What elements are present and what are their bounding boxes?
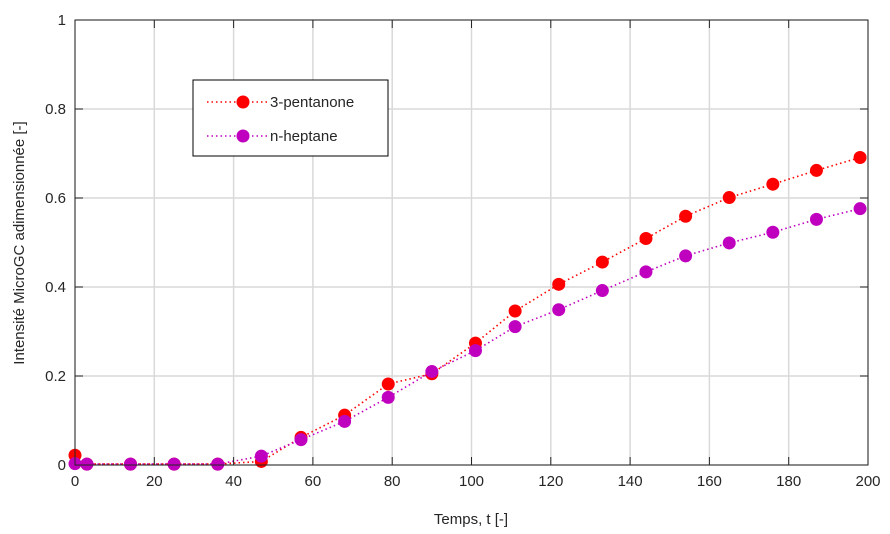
data-point-n-heptane <box>167 457 181 471</box>
data-point-3-pentanone <box>853 151 867 165</box>
data-point-n-heptane <box>468 344 482 358</box>
data-point-n-heptane <box>552 303 566 317</box>
data-point-3-pentanone <box>722 191 736 205</box>
data-point-n-heptane <box>809 212 823 226</box>
data-point-n-heptane <box>294 433 308 447</box>
axes <box>74 19 869 466</box>
data-point-3-pentanone <box>595 255 609 269</box>
series-line-3-pentanone <box>74 156 861 465</box>
legend-box <box>192 79 389 157</box>
tick-labels: 0 20 40 60 80 100 120 140 160 180 200 0 0.2 0.4 0.6 0.8… <box>45 12 880 490</box>
data-point-3-pentanone <box>508 304 522 318</box>
data-point-n-heptane <box>722 236 736 250</box>
legend-marker-3-pentanone <box>236 95 250 109</box>
x-tick-label: 60 <box>305 473 322 490</box>
x-tick-label: 0 <box>71 473 79 490</box>
data-point-3-pentanone <box>381 377 395 391</box>
data-point-3-pentanone <box>809 163 823 177</box>
y-tick-label: 0 <box>58 457 66 474</box>
series-lines <box>74 156 861 465</box>
y-tick-label: 1 <box>58 12 66 29</box>
legend-marker-n-heptane <box>236 129 250 143</box>
data-point-n-heptane <box>595 284 609 298</box>
data-point-3-pentanone <box>639 231 653 245</box>
x-tick-label: 200 <box>855 473 880 490</box>
data-point-n-heptane <box>124 457 138 471</box>
x-axis-title: Temps, t [-] <box>434 511 508 528</box>
series-line-n-heptane <box>74 207 861 465</box>
data-point-n-heptane <box>211 457 225 471</box>
series-markers <box>68 151 867 471</box>
data-point-3-pentanone <box>679 209 693 223</box>
y-tick-label: 0.8 <box>45 101 66 118</box>
x-tick-label: 20 <box>146 473 163 490</box>
data-point-n-heptane <box>508 320 522 334</box>
x-tick-label: 120 <box>538 473 563 490</box>
axes-box <box>74 19 869 466</box>
legend: 3-pentanone n-heptane <box>192 79 389 157</box>
x-tick-label: 160 <box>697 473 722 490</box>
y-tick-label: 0.4 <box>45 279 66 296</box>
data-point-n-heptane <box>766 225 780 239</box>
data-point-n-heptane <box>381 390 395 404</box>
y-tick-label: 0.6 <box>45 190 66 207</box>
y-axis-title: Intensité MicroGC adimensionnée [-] <box>11 121 28 364</box>
x-tick-label: 140 <box>618 473 643 490</box>
data-point-n-heptane <box>80 457 94 471</box>
data-point-n-heptane <box>639 265 653 279</box>
x-tick-label: 80 <box>384 473 401 490</box>
data-point-3-pentanone <box>552 277 566 291</box>
data-point-n-heptane <box>853 202 867 216</box>
legend-label-3-pentanone: 3-pentanone <box>270 94 354 111</box>
data-point-n-heptane <box>338 414 352 428</box>
x-tick-label: 40 <box>225 473 242 490</box>
data-point-3-pentanone <box>766 177 780 191</box>
data-point-n-heptane <box>254 449 268 463</box>
data-point-n-heptane <box>679 249 693 263</box>
y-tick-label: 0.2 <box>45 368 66 385</box>
x-tick-label: 180 <box>776 473 801 490</box>
x-tick-label: 100 <box>459 473 484 490</box>
legend-label-n-heptane: n-heptane <box>270 128 338 145</box>
data-point-n-heptane <box>425 365 439 379</box>
